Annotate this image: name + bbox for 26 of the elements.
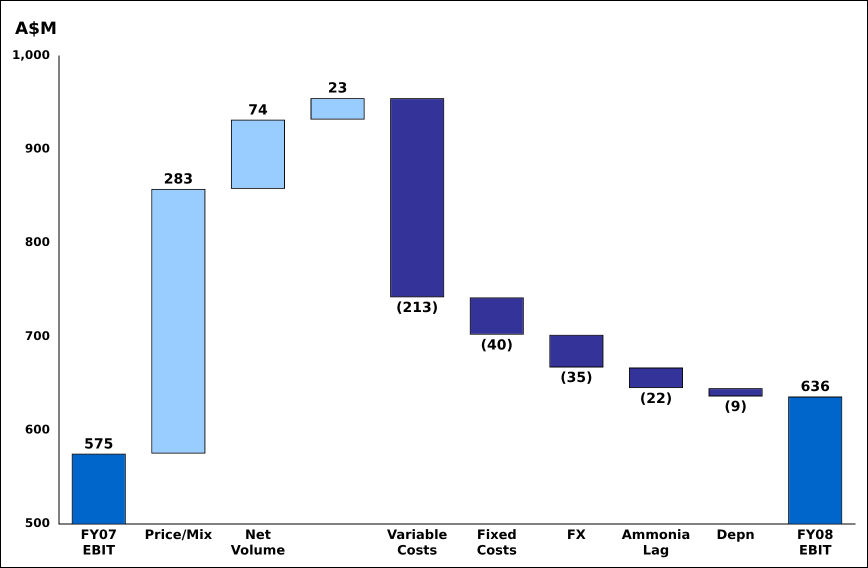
x-tick-label: FY07 EBIT [80,528,117,559]
x-tick-label: Net Volume [230,528,286,559]
y-tick-label: 500 [24,516,50,530]
data-label: 74 [248,102,268,118]
data-label: (40) [480,337,513,354]
data-label: 283 [164,171,193,188]
data-label: 575 [84,436,114,452]
y-tick-label: 900 [24,142,50,156]
y-tick-label: 1,000 [12,48,50,62]
x-tick-label: Fixed Costs [476,528,518,559]
x-tick-label: FY08 EBIT [797,528,834,559]
x-tick-label: Price/Mix [144,528,213,543]
data-label: (22) [640,390,672,407]
x-tick-label: Depn [716,528,755,543]
y-tick-label: 700 [24,328,50,343]
data-label: 636 [800,379,830,396]
data-label: 23 [328,80,348,97]
data-label: (35) [560,370,593,386]
y-axis-title: A$M [15,19,57,39]
y-tick-label: 600 [24,422,50,436]
y-tick-label: 800 [24,235,50,250]
data-label: (213) [396,300,438,316]
x-tick-label: Ammonia Lag [622,528,690,559]
x-tick-label: FX [566,528,586,543]
data-label: (9) [724,399,747,416]
x-tick-label: Variable Costs [387,528,448,559]
